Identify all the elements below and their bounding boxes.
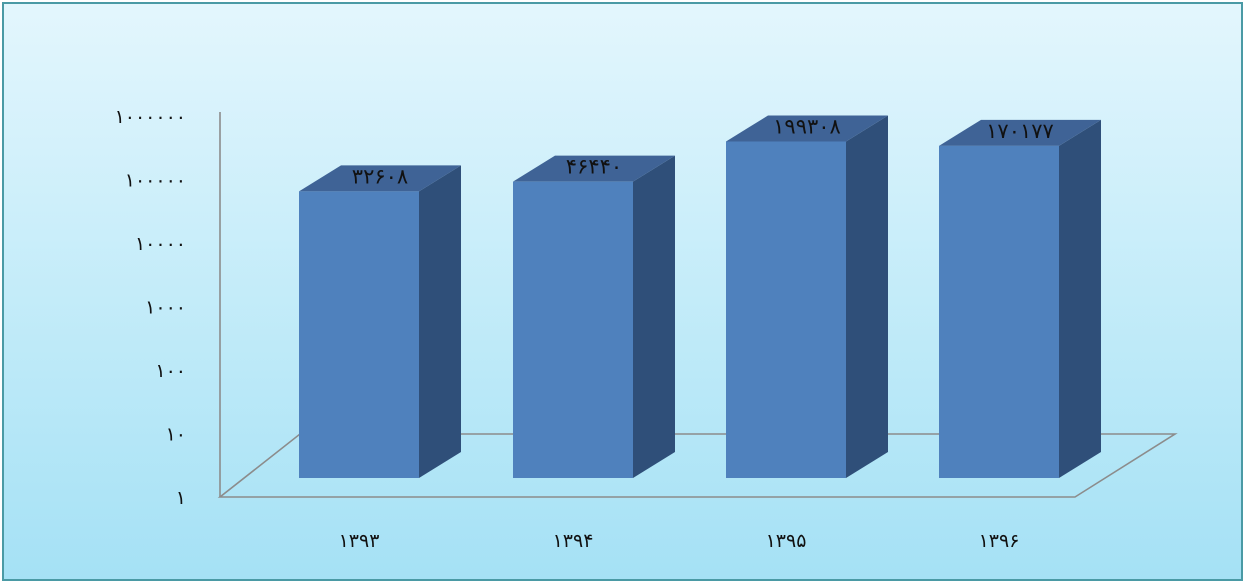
y-tick-label: ۱۰۰۰ [145,297,186,319]
data-labels: ۳۲۶۰۸ ۴۶۴۴۰ ۱۹۹۳۰۸ ۱۷۰۱۷۷ [352,114,1054,188]
bar-side [633,155,675,478]
category-label: ۱۳۹۵ [766,530,807,552]
bar-front [299,191,419,478]
bar-side [846,115,888,479]
data-label: ۱۹۹۳۰۸ [773,114,841,138]
category-labels: ۱۳۹۳ ۱۳۹۴ ۱۳۹۵ ۱۳۹۶ [339,530,1020,552]
y-tick-label: ۱۰۰۰۰۰ [125,170,186,192]
y-tick-label: ۱ [176,487,186,509]
bar-side [1059,119,1101,478]
bar [299,165,461,478]
y-tick-label: ۱۰۰۰۰ [135,233,186,255]
chart-axes [217,112,1178,498]
data-label: ۱۷۰۱۷۷ [986,119,1054,143]
bar [939,119,1101,478]
y-tick-label: ۱۰۰۰۰۰۰ [115,106,186,128]
data-label: ۳۲۶۰۸ [352,164,408,188]
category-label: ۱۳۹۳ [339,530,380,552]
y-tick-label: ۱۰ [166,424,186,446]
y-tick-labels: ۱ ۱۰ ۱۰۰ ۱۰۰۰ ۱۰۰۰۰ ۱۰۰۰۰۰ ۱۰۰۰۰۰۰ [115,106,186,509]
bars [299,115,1101,479]
bar-top [939,119,1101,146]
category-label: ۱۳۹۴ [553,530,594,552]
bar-front [513,181,633,478]
bar-top [513,155,675,182]
bar [513,155,675,478]
bar-front [939,145,1059,478]
bar-top [299,165,461,192]
y-tick-label: ۱۰۰ [155,360,186,382]
bar [726,115,888,479]
bar-top [726,115,888,142]
category-label: ۱۳۹۶ [979,530,1020,552]
data-label: ۴۶۴۴۰ [566,155,622,179]
floor-outline [217,433,1178,498]
bar-front [726,141,846,479]
bar-side [419,165,461,478]
